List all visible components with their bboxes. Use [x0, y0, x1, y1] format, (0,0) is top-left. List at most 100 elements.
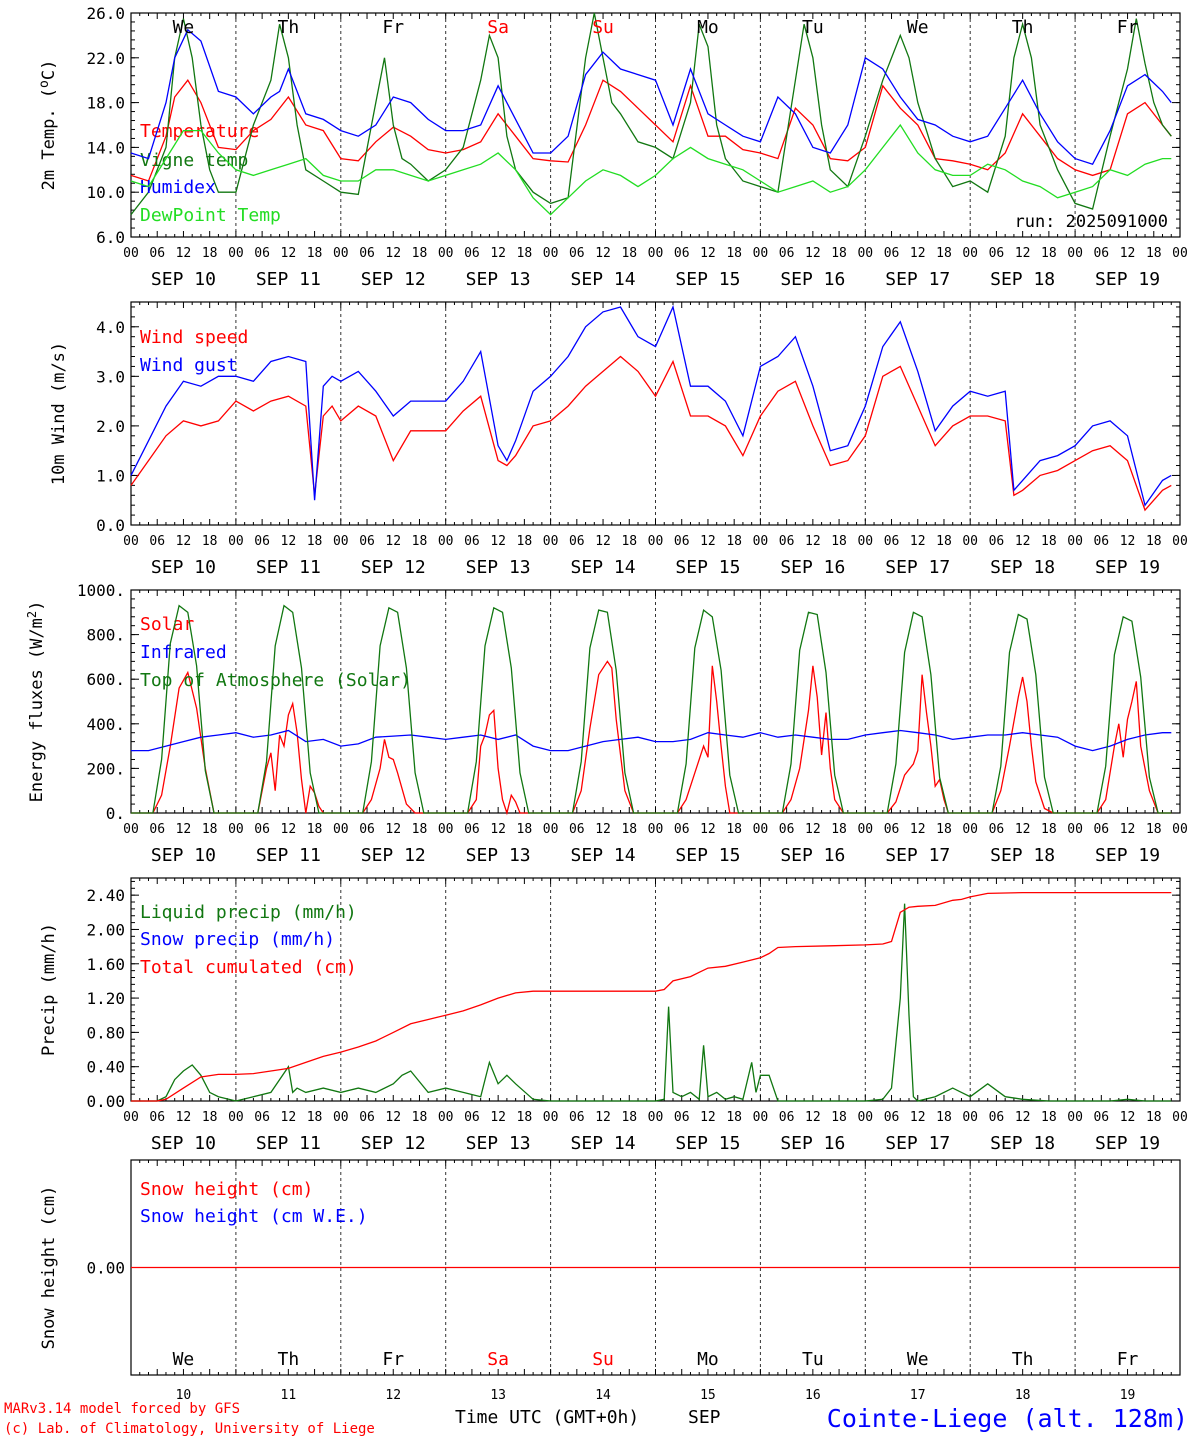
hour-tick-label: 12 — [1015, 822, 1031, 837]
y-tick-label: 1000. — [77, 581, 125, 600]
y-tick-label: 1.60 — [86, 955, 125, 974]
hour-tick-label: 12 — [176, 1110, 192, 1125]
series-line-humidex — [130, 28, 1172, 165]
hour-tick-label: 18 — [307, 822, 323, 837]
hour-tick-label: 00 — [753, 246, 769, 261]
hour-tick-label: 06 — [569, 822, 585, 837]
hour-tick-label: 00 — [333, 534, 349, 549]
legend-entry: Solar — [140, 614, 194, 635]
hour-tick-label: 06 — [359, 246, 375, 261]
hour-tick-label: 06 — [674, 246, 690, 261]
date-label: SEP 15 — [675, 557, 740, 578]
date-label: SEP 16 — [780, 269, 845, 290]
date-label: SEP 11 — [256, 557, 321, 578]
hour-tick-label: 12 — [910, 822, 926, 837]
hour-tick-label: 06 — [359, 1110, 375, 1125]
hour-tick-label: 12 — [700, 534, 716, 549]
hour-tick-label: 18 — [202, 246, 218, 261]
date-label: SEP 17 — [885, 1133, 950, 1154]
hour-tick-label: 06 — [149, 1110, 165, 1125]
date-label: SEP 16 — [780, 845, 845, 866]
y-axis-label: Precip (mm/h) — [39, 923, 59, 1056]
hour-tick-label: 12 — [385, 1110, 401, 1125]
date-label: SEP 13 — [466, 269, 531, 290]
hour-tick-label: 18 — [831, 1110, 847, 1125]
legend-entry: Wind speed — [140, 327, 248, 348]
hour-tick-label: 12 — [805, 246, 821, 261]
weekday-label: Mo — [697, 1349, 719, 1370]
hour-tick-label: 06 — [254, 822, 270, 837]
hour-tick-label: 18 — [621, 246, 637, 261]
hour-tick-label: 12 — [910, 246, 926, 261]
date-label: SEP 10 — [151, 557, 216, 578]
series-line-top-of-atmosphere-solar- — [131, 604, 1172, 814]
date-label: SEP 10 — [151, 845, 216, 866]
y-tick-label: 26.0 — [86, 4, 125, 23]
series-line-wind-gust — [130, 304, 1172, 507]
hour-tick-label: 06 — [254, 534, 270, 549]
weekday-label: We — [907, 17, 929, 38]
month-label: SEP — [688, 1407, 721, 1428]
y-tick-label: 0.00 — [86, 1259, 125, 1278]
hour-tick-label: 06 — [149, 534, 165, 549]
run-annotation: run: 2025091000 — [1014, 212, 1168, 232]
y-tick-label: 4.0 — [96, 318, 125, 337]
y-tick-label: 1.20 — [86, 989, 125, 1008]
hour-tick-label: 06 — [569, 534, 585, 549]
hour-tick-label: 00 — [1067, 246, 1083, 261]
date-label: SEP 13 — [466, 557, 531, 578]
hour-tick-label: 12 — [595, 822, 611, 837]
y-tick-label: 2.0 — [96, 417, 125, 436]
hour-tick-label: 06 — [989, 822, 1005, 837]
hour-tick-label: 18 — [621, 1110, 637, 1125]
y-tick-label: 18.0 — [86, 94, 125, 113]
hour-tick-label: 12 — [176, 822, 192, 837]
legend-entry: Snow height (cm W.E.) — [140, 1206, 368, 1227]
hour-tick-label: 00 — [648, 822, 664, 837]
weekday-label: Th — [1012, 17, 1034, 38]
day-number-label: 19 — [1120, 1388, 1136, 1403]
y-tick-label: 800. — [86, 626, 125, 645]
hour-tick-label: 18 — [412, 246, 428, 261]
hour-tick-label: 00 — [333, 1110, 349, 1125]
hour-tick-label: 12 — [595, 534, 611, 549]
hour-tick-label: 12 — [385, 534, 401, 549]
hour-tick-label: 00 — [753, 1110, 769, 1125]
weekday-label: Tu — [802, 1349, 824, 1370]
y-tick-label: 10.0 — [86, 183, 125, 202]
series-line-vigne-temp — [130, 12, 1172, 216]
date-label: SEP 14 — [571, 269, 636, 290]
legend-entry: Snow height (cm) — [140, 1179, 313, 1200]
hour-tick-label: 18 — [307, 1110, 323, 1125]
hour-tick-label: 06 — [989, 246, 1005, 261]
hour-tick-label: 06 — [569, 246, 585, 261]
date-label: SEP 18 — [990, 269, 1055, 290]
hour-tick-label: 00 — [438, 246, 454, 261]
footer-line: MARv3.14 model forced by GFS — [4, 1401, 240, 1417]
date-label: SEP 11 — [256, 1133, 321, 1154]
hour-tick-label: 18 — [831, 822, 847, 837]
hour-tick-label: 00 — [228, 246, 244, 261]
series-line-infrared — [131, 729, 1172, 752]
y-tick-label: 6.0 — [96, 228, 125, 247]
hour-tick-label: 12 — [281, 246, 297, 261]
weekday-label: Th — [1012, 1349, 1034, 1370]
hour-tick-label: 12 — [595, 1110, 611, 1125]
hour-tick-label: 00 — [753, 822, 769, 837]
hour-tick-label: 18 — [1146, 822, 1162, 837]
hour-tick-label: 00 — [438, 1110, 454, 1125]
hour-tick-label: 18 — [412, 534, 428, 549]
hour-tick-label: 06 — [464, 246, 480, 261]
weekday-label: Tu — [802, 17, 824, 38]
date-label: SEP 15 — [675, 269, 740, 290]
weekday-label: Sa — [487, 17, 509, 38]
hour-tick-label: 18 — [726, 822, 742, 837]
hour-tick-label: 00 — [438, 534, 454, 549]
date-label: SEP 18 — [990, 557, 1055, 578]
date-label: SEP 12 — [361, 1133, 426, 1154]
y-tick-label: 400. — [86, 715, 125, 734]
hour-tick-label: 00 — [857, 1110, 873, 1125]
hour-tick-label: 12 — [281, 1110, 297, 1125]
hour-tick-label: 06 — [359, 822, 375, 837]
hour-tick-label: 18 — [517, 1110, 533, 1125]
